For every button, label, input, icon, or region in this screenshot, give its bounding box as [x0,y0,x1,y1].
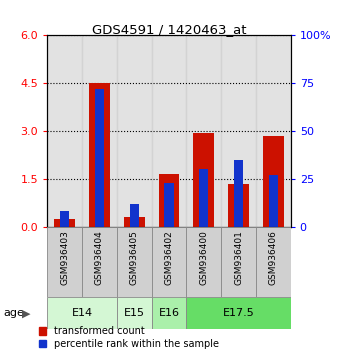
FancyBboxPatch shape [152,297,186,329]
FancyBboxPatch shape [117,227,152,297]
Bar [47,35,82,227]
Text: GSM936401: GSM936401 [234,230,243,285]
FancyBboxPatch shape [221,227,256,297]
Bar [152,35,186,227]
Bar [89,83,110,227]
Bar [221,35,256,227]
FancyBboxPatch shape [186,227,221,297]
FancyBboxPatch shape [47,297,117,329]
Bar [82,35,117,227]
Text: ▶: ▶ [22,309,30,319]
Bar [256,35,291,227]
Text: GSM936405: GSM936405 [130,230,139,285]
Bar [159,174,179,227]
Text: E15: E15 [124,308,145,318]
Bar [228,183,249,227]
Bar [124,217,145,227]
Legend: transformed count, percentile rank within the sample: transformed count, percentile rank withi… [39,326,219,349]
Bar [269,175,278,227]
Bar [129,204,139,227]
Text: E17.5: E17.5 [223,308,255,318]
Text: GSM936404: GSM936404 [95,230,104,285]
Bar [117,35,152,227]
Bar [60,211,69,227]
Text: GDS4591 / 1420463_at: GDS4591 / 1420463_at [92,23,246,36]
Bar [263,136,284,227]
FancyBboxPatch shape [256,227,291,297]
FancyBboxPatch shape [82,227,117,297]
Text: GSM936406: GSM936406 [269,230,278,285]
Bar [95,89,104,227]
Text: GSM936402: GSM936402 [165,230,173,285]
Text: E16: E16 [159,308,179,318]
Bar [199,169,209,227]
Bar [186,35,221,227]
FancyBboxPatch shape [47,227,82,297]
FancyBboxPatch shape [152,227,186,297]
FancyBboxPatch shape [117,297,152,329]
Bar [54,218,75,227]
Text: GSM936400: GSM936400 [199,230,208,285]
Bar [193,132,214,227]
Text: E14: E14 [72,308,93,318]
FancyBboxPatch shape [186,297,291,329]
Text: GSM936403: GSM936403 [60,230,69,285]
Text: age: age [3,308,24,318]
Bar [164,183,174,227]
Bar [234,160,243,227]
